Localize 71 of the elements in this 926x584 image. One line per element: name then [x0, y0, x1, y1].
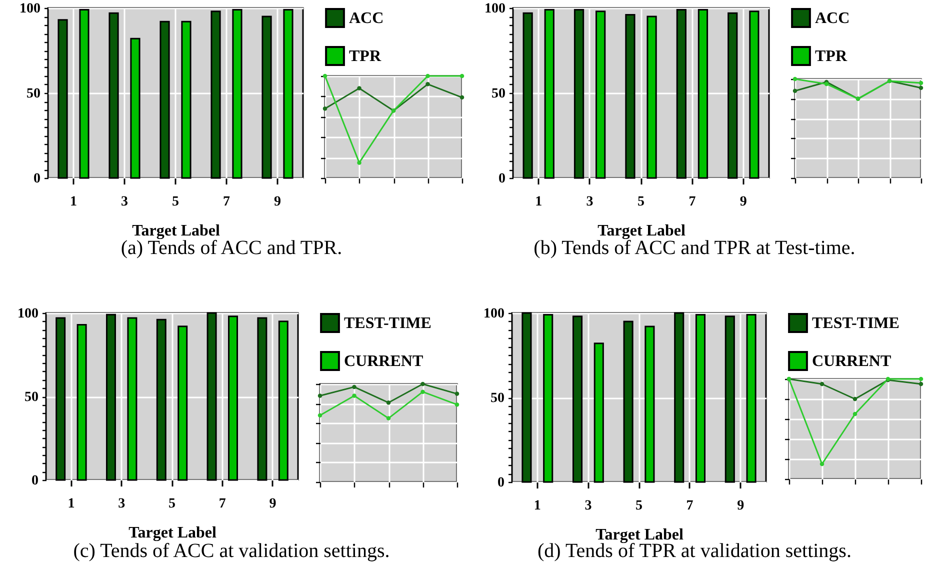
text: (c) Tends of ACC at validation settings.	[72, 540, 391, 563]
legend-label: CURRENT	[812, 353, 892, 370]
point	[352, 384, 356, 390]
point	[352, 394, 356, 398]
legend-label: CURRENT	[344, 353, 424, 370]
legend-label: ACC	[349, 10, 384, 27]
point	[357, 86, 362, 90]
x-tick-label: 7	[223, 194, 230, 210]
y-tick-label: 50	[492, 86, 506, 102]
point	[918, 376, 924, 382]
point	[318, 394, 322, 398]
point	[460, 95, 464, 100]
point	[460, 74, 464, 78]
point	[820, 462, 824, 466]
point	[454, 402, 460, 407]
y-tick-label: 100	[20, 2, 40, 16]
y-tick-label: 100	[18, 306, 38, 322]
y-tick-label: 0	[32, 474, 38, 488]
y-tick-label: 50	[24, 390, 38, 405]
x-axis-title: Target Label	[128, 524, 217, 542]
x-axis-title: Target Label	[132, 222, 220, 240]
y-tick-label: 100	[484, 306, 504, 322]
legend-label: ACC	[815, 10, 850, 27]
legend-label: TEST-TIME	[344, 315, 432, 332]
point	[322, 106, 328, 111]
x-tick-label: 9	[269, 496, 276, 512]
point	[918, 86, 924, 90]
y-tick-label: 50	[26, 86, 40, 102]
point	[426, 74, 430, 78]
legend-label: TEST-TIME	[812, 315, 900, 332]
point	[420, 390, 425, 394]
x-tick-label: 3	[121, 194, 128, 210]
point	[852, 396, 858, 402]
x-tick-label: 1	[535, 194, 542, 210]
point	[918, 382, 924, 386]
point	[852, 412, 858, 416]
point	[918, 80, 924, 86]
point	[318, 413, 322, 418]
x-axis-title: Target Label	[598, 222, 686, 240]
x-tick-label: 3	[586, 194, 594, 210]
point	[386, 400, 391, 405]
legend-label: TPR	[349, 48, 382, 65]
x-tick-label: 5	[172, 194, 179, 210]
x-tick-label: 3	[584, 498, 592, 514]
point	[454, 392, 460, 396]
point	[420, 382, 425, 386]
point	[426, 82, 430, 86]
point	[357, 160, 362, 165]
y-tick-label: 100	[484, 2, 506, 16]
x-tick-label: 5	[636, 498, 642, 514]
x-tick-label: 9	[737, 498, 744, 514]
point	[386, 416, 391, 420]
x-tick-label: 7	[218, 496, 226, 512]
x-tick-label: 1	[534, 498, 541, 514]
x-tick-label: 3	[118, 496, 126, 512]
x-axis-title: Target Label	[596, 526, 684, 544]
y-tick-label: 0	[498, 476, 504, 490]
point	[792, 88, 798, 93]
point	[820, 382, 824, 386]
x-tick-label: 9	[740, 194, 747, 210]
x-tick-label: 1	[70, 194, 77, 210]
y-tick-label: 0	[34, 172, 40, 186]
x-tick-label: 5	[168, 496, 176, 512]
x-tick-label: 1	[68, 496, 75, 512]
x-tick-label: 9	[274, 194, 281, 210]
y-tick-label: 0	[498, 172, 506, 186]
x-tick-label: 7	[686, 498, 694, 514]
y-tick-label: 50	[490, 391, 504, 406]
legend-label: TPR	[815, 48, 848, 65]
x-tick-label: 5	[638, 194, 644, 210]
x-tick-label: 7	[688, 194, 696, 210]
